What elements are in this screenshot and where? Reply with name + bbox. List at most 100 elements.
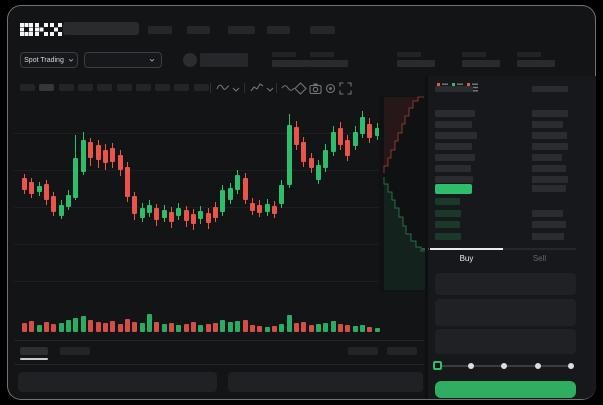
candle-body — [242, 178, 248, 200]
order-form-input-2[interactable] — [435, 299, 576, 326]
ask-row-amount[interactable] — [532, 121, 563, 128]
candle-body — [338, 128, 344, 145]
slider-dot-4[interactable] — [568, 363, 574, 369]
bid-row-price[interactable] — [435, 209, 461, 217]
bottom-action-2[interactable] — [387, 347, 417, 355]
nav-item-5[interactable] — [310, 26, 335, 34]
candle-body — [205, 213, 211, 223]
candle-body — [146, 205, 152, 213]
nav-item-3[interactable] — [228, 26, 255, 34]
bid-row-price[interactable] — [435, 221, 460, 229]
ask-row-price[interactable] — [435, 132, 477, 139]
volume-bar — [271, 326, 277, 332]
wave-icon[interactable] — [216, 82, 230, 95]
tab-buy[interactable]: Buy — [430, 248, 503, 266]
ask-row-price[interactable] — [435, 110, 475, 117]
slider-handle[interactable] — [432, 361, 442, 370]
volume-bar — [301, 322, 307, 332]
ticker-stat-value-1 — [272, 60, 310, 67]
bid-row-price[interactable] — [435, 233, 461, 241]
volume-bar — [235, 321, 241, 332]
timeframe-button-6[interactable] — [116, 84, 132, 91]
expand-icon[interactable] — [339, 82, 353, 95]
bottom-tab-2[interactable] — [60, 347, 90, 355]
volume-bar — [191, 322, 197, 332]
bottom-tab-1[interactable] — [20, 347, 48, 355]
slider-dot-3[interactable] — [534, 363, 541, 369]
tab-sell[interactable]: Sell — [503, 248, 576, 266]
timeframe-button-2[interactable] — [39, 84, 55, 91]
timeframe-button-3[interactable] — [58, 84, 74, 91]
nav-item-4[interactable] — [267, 26, 290, 34]
candle-body — [154, 208, 160, 220]
timeframe-button-8[interactable] — [155, 84, 171, 91]
ask-row-price[interactable] — [435, 154, 475, 161]
nav-item-1[interactable] — [148, 26, 172, 34]
timeframe-button-4[interactable] — [77, 84, 93, 91]
ask-row-amount[interactable] — [532, 176, 568, 183]
candle-body — [161, 210, 167, 218]
last-price-badge[interactable] — [435, 184, 472, 194]
order-form-input-1[interactable] — [435, 273, 576, 295]
ask-row-price[interactable] — [435, 176, 473, 183]
bid-row-amount[interactable] — [532, 209, 563, 217]
volume-bar — [338, 324, 344, 332]
candle-body — [29, 182, 35, 194]
timeframe-button-5[interactable] — [97, 84, 113, 91]
timeframe-button-10[interactable] — [193, 84, 209, 91]
volume-bar — [102, 323, 108, 332]
candle-body — [293, 127, 299, 145]
bottom-action-1[interactable] — [348, 347, 378, 355]
volume-bar — [198, 325, 204, 332]
order-form-input-3[interactable] — [435, 329, 576, 354]
ask-row-amount[interactable] — [532, 143, 568, 150]
candle-body — [88, 142, 94, 158]
timeframe-button-1[interactable] — [20, 84, 35, 91]
candle-body — [58, 205, 64, 216]
tilde-icon[interactable] — [281, 82, 295, 95]
candle-body — [220, 190, 226, 212]
candle-body — [301, 142, 307, 162]
candle-body — [73, 158, 79, 198]
nav-item-2[interactable] — [187, 26, 210, 34]
candle-body — [345, 140, 351, 156]
ask-row-amount[interactable] — [532, 165, 566, 172]
search-input[interactable] — [63, 22, 139, 35]
candle-body — [22, 178, 27, 190]
candle-body — [110, 148, 116, 162]
candle-body — [316, 165, 321, 180]
slider-dot-1[interactable] — [467, 363, 474, 369]
volume-bar — [323, 323, 329, 332]
slider-dot-2[interactable] — [501, 363, 507, 369]
toolbar-separator — [210, 83, 211, 93]
indicator-icon[interactable] — [250, 82, 264, 95]
volume-bar — [330, 321, 336, 332]
ask-row-price[interactable] — [435, 165, 471, 172]
ask-row-price[interactable] — [435, 121, 472, 128]
chevron-icon[interactable] — [232, 85, 240, 93]
pair-selector-dropdown[interactable] — [84, 52, 162, 68]
candle-body — [198, 211, 204, 219]
chevron-icon[interactable] — [266, 85, 274, 93]
diamond-icon[interactable] — [294, 82, 308, 95]
bid-row-amount[interactable] — [532, 233, 564, 241]
bid-row-price[interactable] — [435, 198, 460, 205]
buy-submit-button[interactable] — [435, 381, 576, 398]
bid-row-amount[interactable] — [532, 221, 566, 229]
candle-body — [36, 186, 42, 192]
market-type-selector[interactable]: Spot Trading — [20, 52, 78, 68]
ask-row-price[interactable] — [435, 143, 472, 150]
ask-row-amount[interactable] — [532, 132, 567, 139]
volume-bar — [66, 320, 72, 332]
candle-body — [330, 132, 336, 152]
ask-row-amount[interactable] — [532, 110, 568, 117]
candle-body — [374, 128, 380, 136]
timeframe-button-7[interactable] — [135, 84, 151, 91]
camera-icon[interactable] — [309, 82, 323, 95]
active-tab-underline — [20, 358, 48, 360]
ask-row-amount[interactable] — [532, 154, 562, 161]
gear-icon[interactable] — [324, 82, 338, 95]
ticker-stat-label-2 — [310, 52, 334, 57]
timeframe-button-9[interactable] — [174, 84, 190, 91]
candle-body — [191, 214, 197, 224]
